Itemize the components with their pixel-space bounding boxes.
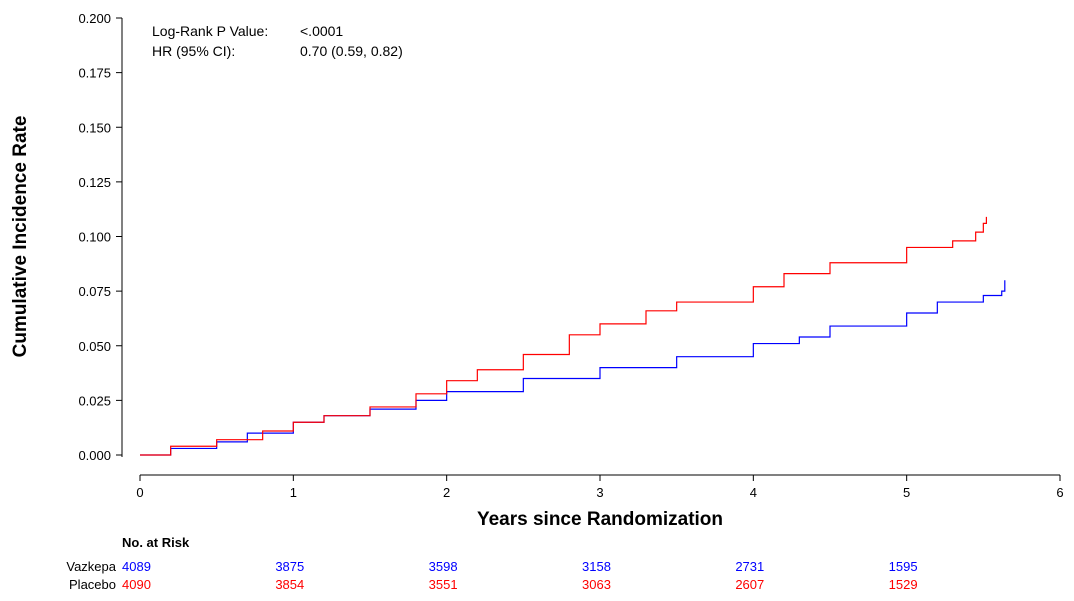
y-tick-label: 0.125: [78, 175, 111, 190]
risk-value: 2731: [735, 559, 764, 574]
risk-value: 3551: [429, 577, 458, 592]
y-ticks: 0.000 0.025 0.050 0.075 0.100 0.125 0.150 0.175…: [78, 11, 122, 463]
x-axis-title: Years since Randomization: [477, 509, 723, 530]
x-tick-label: 6: [1056, 485, 1063, 500]
risk-value: 3875: [275, 559, 304, 574]
y-axis-title: Cumulative Incidence Rate: [10, 116, 31, 358]
x-tick-label: 4: [750, 485, 757, 500]
x-tick-label: 1: [290, 485, 297, 500]
y-tick-label: 0.000: [78, 448, 111, 463]
risk-row-label: Placebo: [69, 577, 116, 592]
y-tick-label: 0.075: [78, 284, 111, 299]
series-line-placebo: [140, 216, 987, 456]
risk-table: Vazkepa 4089 3875 3598 3158 2731 1595 Placebo 40…: [66, 559, 917, 592]
risk-value: 4090: [122, 577, 151, 592]
y-tick-label: 0.025: [78, 393, 111, 408]
risk-value: 1595: [889, 559, 918, 574]
logrank-value: <.0001: [300, 23, 343, 39]
y-tick-label: 0.100: [78, 230, 111, 245]
y-tick-label: 0.175: [78, 66, 111, 81]
risk-value: 1529: [889, 577, 918, 592]
x-ticks: 0 1 2 3 4 5 6: [136, 475, 1064, 500]
risk-value: 3598: [429, 559, 458, 574]
series-line-vazkepa: [140, 280, 1006, 456]
risk-table-header: No. at Risk: [122, 535, 190, 550]
x-tick-label: 0: [136, 485, 143, 500]
x-tick-label: 5: [903, 485, 910, 500]
risk-row-label: Vazkepa: [66, 559, 116, 574]
axes: [121, 18, 1060, 476]
risk-value: 3158: [582, 559, 611, 574]
x-tick-label: 3: [596, 485, 603, 500]
x-tick-label: 2: [443, 485, 450, 500]
series-lines: [140, 216, 1006, 456]
logrank-label: Log-Rank P Value:: [152, 23, 268, 39]
y-tick-label: 0.150: [78, 120, 111, 135]
y-tick-label: 0.050: [78, 339, 111, 354]
risk-value: 3854: [275, 577, 304, 592]
risk-value: 4089: [122, 559, 151, 574]
y-tick-label: 0.200: [78, 11, 111, 26]
risk-value: 3063: [582, 577, 611, 592]
hr-value: 0.70 (0.59, 0.82): [300, 43, 403, 59]
risk-value: 2607: [735, 577, 764, 592]
hr-label: HR (95% CI):: [152, 43, 235, 59]
